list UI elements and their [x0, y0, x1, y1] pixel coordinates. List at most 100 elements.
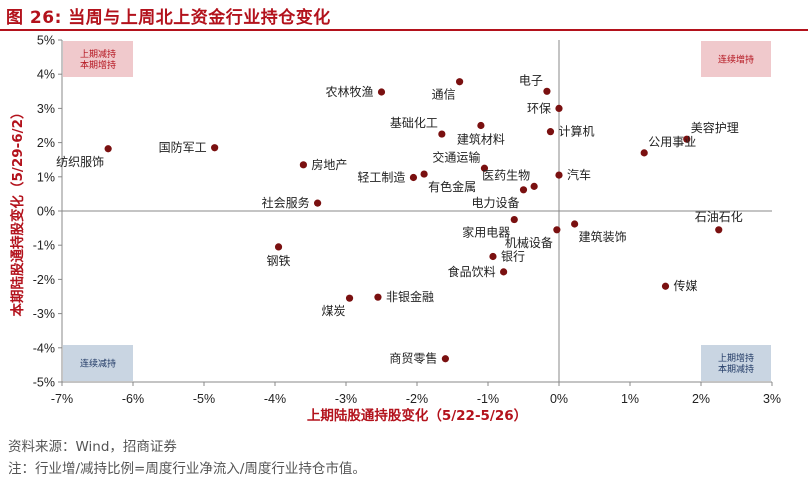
point-label: 纺织服饰	[56, 155, 104, 169]
y-tick-label: -4%	[33, 341, 55, 355]
point-label: 煤炭	[322, 304, 346, 318]
point-label: 通信	[432, 88, 456, 102]
point-label: 医药生物	[482, 168, 530, 182]
x-tick-label: -4%	[264, 392, 286, 406]
y-tick-label: 2%	[37, 136, 55, 150]
x-tick-label: 2%	[692, 392, 710, 406]
y-tick-label: -1%	[33, 239, 55, 253]
data-point	[530, 182, 538, 190]
x-tick-label: -1%	[477, 392, 499, 406]
point-label: 建筑装饰	[579, 229, 627, 244]
quadrant-label: 连续减持	[80, 358, 116, 370]
x-tick-label: -5%	[193, 392, 215, 406]
data-point	[299, 161, 307, 169]
data-point	[409, 173, 418, 182]
point-label: 电力设备	[471, 196, 519, 210]
data-point	[438, 130, 446, 138]
data-point	[456, 78, 464, 86]
quadrant-label: 本期增持	[80, 59, 116, 71]
data-point	[377, 88, 386, 96]
x-tick-label: -7%	[51, 392, 73, 406]
data-point	[211, 144, 219, 152]
data-point	[314, 199, 322, 207]
point-label: 房地产	[311, 157, 347, 172]
data-point	[489, 252, 497, 261]
y-tick-label: 0%	[37, 205, 55, 219]
quadrant-label: 连续增持	[718, 54, 754, 66]
point-label: 有色金属	[428, 179, 476, 194]
point-label: 传媒	[674, 278, 698, 293]
data-point	[519, 186, 528, 194]
point-label: 美容护理	[691, 120, 739, 135]
data-points	[104, 78, 723, 363]
x-tick-label: 0%	[550, 392, 568, 406]
source-note: 资料来源：Wind，招商证券	[8, 439, 177, 455]
data-point	[546, 128, 555, 136]
chart-title: 图 26: 当周与上周北上资金行业持仓变化	[6, 8, 331, 28]
y-tick-label: -3%	[33, 307, 55, 321]
data-point	[441, 355, 449, 363]
x-axis-title: 上期陆股通持股变化（5/22-5/26）	[307, 407, 527, 424]
point-label: 环保	[527, 101, 551, 115]
data-point	[345, 294, 354, 302]
quadrant-box-top-left	[63, 41, 133, 77]
data-point	[715, 226, 723, 234]
point-label: 钢铁	[267, 254, 291, 268]
axis-titles: 上期陆股通持股变化（5/22-5/26） 本期陆股通持股变化（5/29-6/2）	[9, 106, 527, 424]
data-point	[500, 268, 508, 276]
point-label: 石油石化	[695, 210, 743, 224]
point-label: 交通运输	[432, 149, 480, 164]
x-tick-label: -3%	[335, 392, 357, 406]
y-tick-label: -5%	[33, 376, 55, 390]
data-point	[374, 293, 382, 301]
point-label: 家用电器	[462, 225, 510, 240]
point-label: 商贸零售	[389, 351, 437, 366]
quadrant-box-bottom-left	[63, 345, 133, 381]
quadrant-label: 本期减持	[718, 363, 754, 375]
point-label: 国防军工	[159, 140, 207, 155]
point-label: 机械设备	[505, 235, 553, 250]
data-point	[477, 121, 485, 130]
axes: -7% -6% -5% -4% -3% -2% -1% 0% 1% 2% 3% -5% -4% -3% -2…	[33, 34, 781, 407]
point-label: 轻工制造	[357, 170, 405, 184]
point-label: 基础化工	[390, 116, 438, 130]
y-axis-title: 本期陆股通持股变化（5/29-6/2）	[9, 106, 26, 317]
point-label: 食品饮料	[448, 264, 496, 279]
x-tick-label: -6%	[122, 392, 144, 406]
data-point	[555, 171, 563, 179]
data-point	[104, 145, 112, 153]
data-point	[420, 170, 428, 178]
data-point	[274, 243, 283, 251]
data-point	[543, 87, 551, 95]
point-label: 电子	[519, 73, 543, 87]
data-point	[571, 220, 579, 228]
y-tick-label: 5%	[37, 34, 55, 48]
point-label: 农林牧渔	[325, 85, 373, 99]
data-point	[510, 215, 518, 224]
point-label: 汽车	[567, 167, 591, 182]
point-label: 建筑材料	[457, 132, 505, 147]
x-tick-label: 1%	[621, 392, 639, 406]
quadrant-box-bottom-right	[701, 345, 771, 381]
x-tick-label: -2%	[406, 392, 428, 406]
point-label: 银行	[501, 249, 525, 263]
point-label: 非银金融	[386, 289, 434, 304]
data-point	[480, 164, 489, 172]
point-label: 公用事业	[648, 135, 696, 149]
data-point	[553, 226, 561, 234]
title-rule	[0, 29, 808, 31]
y-tick-label: 3%	[37, 102, 55, 116]
data-point	[640, 149, 648, 157]
point-label: 社会服务	[262, 195, 310, 210]
y-tick-label: 1%	[37, 170, 55, 184]
y-tick-label: -2%	[33, 273, 55, 287]
data-point	[555, 104, 563, 112]
data-point	[661, 282, 670, 290]
quadrant-label: 上期增持	[718, 352, 754, 364]
footnote: 注：行业增/减持比例=周度行业净流入/周度行业持仓市值。	[8, 461, 366, 477]
point-label: 计算机	[558, 124, 594, 139]
quadrant-box-top-right	[701, 41, 771, 77]
